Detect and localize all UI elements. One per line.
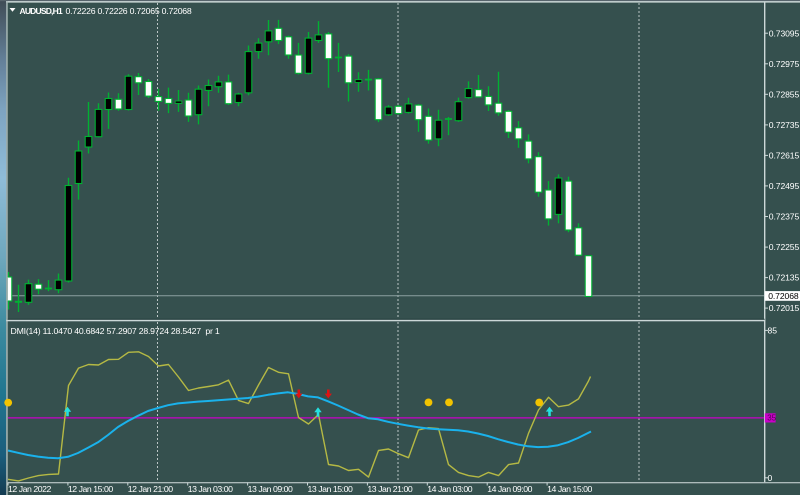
svg-text:0: 0 (768, 473, 773, 483)
svg-text:0.72015: 0.72015 (769, 303, 800, 313)
svg-text:14 Jan 03:00: 14 Jan 03:00 (427, 484, 472, 494)
svg-text:0.72975: 0.72975 (769, 59, 800, 69)
svg-text:13 Jan 03:00: 13 Jan 03:00 (188, 484, 233, 494)
svg-text:12 Jan 15:00: 12 Jan 15:00 (68, 484, 113, 494)
svg-text:12 Jan 2022: 12 Jan 2022 (8, 484, 51, 494)
svg-text:14 Jan 15:00: 14 Jan 15:00 (547, 484, 592, 494)
svg-text:0.72135: 0.72135 (769, 273, 800, 283)
svg-text:0.72226 0.72226 0.72065 0.7206: 0.72226 0.72226 0.72065 0.72068 (66, 6, 192, 16)
svg-text:0.72735: 0.72735 (769, 120, 800, 130)
svg-text:13 Jan 09:00: 13 Jan 09:00 (248, 484, 293, 494)
svg-text:0.73095: 0.73095 (769, 28, 800, 38)
svg-text:12 Jan 21:00: 12 Jan 21:00 (128, 484, 173, 494)
svg-text:DMI(14) 11.0470 40.6842 57.290: DMI(14) 11.0470 40.6842 57.2907 28.9724 … (11, 326, 220, 336)
svg-text:0.72255: 0.72255 (769, 242, 800, 252)
svg-text:AUDUSD,H1: AUDUSD,H1 (20, 6, 63, 16)
svg-text:35: 35 (767, 414, 776, 423)
svg-text:13 Jan 15:00: 13 Jan 15:00 (308, 484, 353, 494)
svg-text:0.72068: 0.72068 (768, 291, 799, 301)
svg-text:85: 85 (768, 326, 778, 336)
svg-text:14 Jan 09:00: 14 Jan 09:00 (487, 484, 532, 494)
svg-text:0.72375: 0.72375 (769, 212, 800, 222)
svg-text:0.72615: 0.72615 (769, 151, 800, 161)
svg-text:0.72855: 0.72855 (769, 89, 800, 99)
svg-text:0.72495: 0.72495 (769, 181, 800, 191)
svg-text:13 Jan 21:00: 13 Jan 21:00 (367, 484, 412, 494)
